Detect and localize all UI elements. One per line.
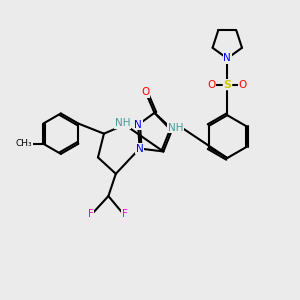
Text: NH: NH [115,118,130,128]
Text: O: O [141,87,150,97]
Text: O: O [208,80,216,90]
Text: N: N [136,143,143,154]
Text: N: N [134,120,142,130]
Text: S: S [223,80,231,90]
Text: F: F [122,209,128,219]
Text: NH: NH [167,123,183,133]
Text: O: O [238,80,247,90]
Text: N: N [224,53,231,64]
Text: F: F [88,209,94,219]
Text: CH₃: CH₃ [16,139,32,148]
